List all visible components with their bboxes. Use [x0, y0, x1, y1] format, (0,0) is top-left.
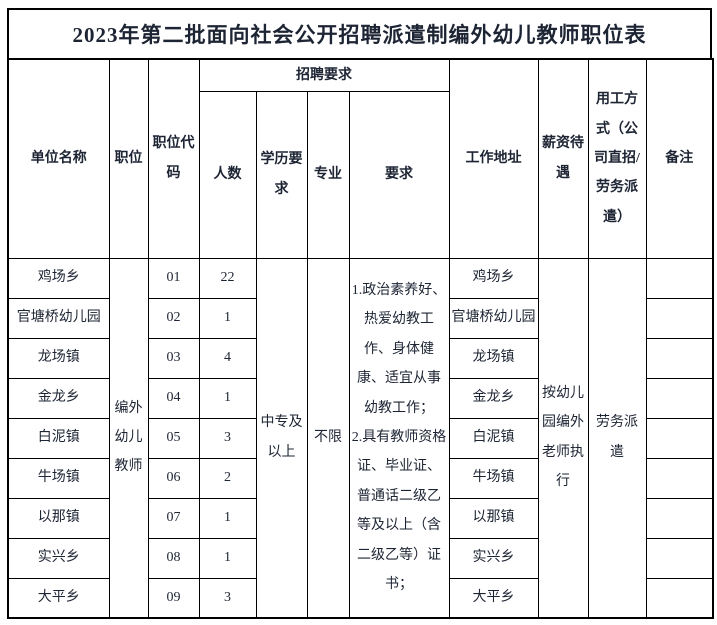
- cell-remark: [645, 257, 714, 299]
- cell-count: 22: [198, 257, 257, 299]
- cell-code: 07: [147, 497, 200, 539]
- cell-code: 05: [147, 417, 200, 459]
- position-table: 单位名称 职位 职位代码 招聘要求 工作地址 薪资待遇 用工方式（公司直招/劳务…: [7, 58, 714, 619]
- cell-unit: 大平乡: [7, 577, 110, 619]
- cell-employment-merged: 劳务派遣: [587, 257, 647, 619]
- table-row: 官塘桥幼儿园 02 1 官塘桥幼儿园: [7, 297, 714, 339]
- cell-remark: [645, 497, 714, 539]
- cell-address: 白泥镇: [448, 417, 539, 459]
- cell-count: 1: [198, 297, 257, 339]
- cell-unit: 以那镇: [7, 497, 110, 539]
- cell-count: 1: [198, 377, 257, 419]
- cell-address: 大平乡: [448, 577, 539, 619]
- cell-remark: [645, 377, 714, 419]
- cell-count: 3: [198, 417, 257, 459]
- cell-code: 01: [147, 257, 200, 299]
- header-row-sub: 人数 学历要求 专业 要求: [8, 90, 713, 259]
- cell-education-merged: 中专及以上: [255, 257, 308, 619]
- page-title: 2023年第二批面向社会公开招聘派遣制编外幼儿教师职位表: [7, 8, 712, 60]
- col-header-remark: 备注: [645, 58, 714, 259]
- col-header-position: 职位: [108, 58, 149, 259]
- cell-remark: [645, 577, 714, 619]
- table-row: 大平乡 09 3 大平乡: [7, 577, 714, 619]
- cell-address: 龙场镇: [448, 337, 539, 379]
- col-header-major: 专业: [306, 90, 350, 259]
- cell-code: 08: [147, 537, 200, 579]
- header-row-group: 单位名称 职位 职位代码 招聘要求 工作地址 薪资待遇 用工方式（公司直招/劳务…: [7, 58, 714, 259]
- cell-address: 牛场镇: [448, 457, 539, 499]
- requirement-item-2: 2.具有教师资格证、毕业证、普通话二级乙等及以上（含二级乙等）证书；: [351, 430, 447, 592]
- requirement-item-1: 1.政治素养好、热爱幼教工作、身体健康、适宜从事幼教工作；: [351, 283, 447, 416]
- cell-unit: 金龙乡: [7, 377, 110, 419]
- cell-unit: 鸡场乡: [7, 257, 110, 299]
- col-header-employment-type: 用工方式（公司直招/劳务派遣）: [587, 58, 647, 259]
- cell-address: 实兴乡: [448, 537, 539, 579]
- cell-unit: 牛场镇: [7, 457, 110, 499]
- cell-address: 鸡场乡: [448, 257, 539, 299]
- cell-address: 金龙乡: [448, 377, 539, 419]
- col-header-position-code: 职位代码: [147, 58, 200, 259]
- cell-code: 04: [147, 377, 200, 419]
- cell-count: 1: [198, 497, 257, 539]
- col-header-salary: 薪资待遇: [537, 58, 589, 259]
- cell-major-merged: 不限: [306, 257, 350, 619]
- col-header-work-address: 工作地址: [448, 58, 539, 259]
- cell-address: 以那镇: [448, 497, 539, 539]
- cell-address: 官塘桥幼儿园: [448, 297, 539, 339]
- col-header-education: 学历要求: [255, 90, 308, 259]
- cell-unit: 官塘桥幼儿园: [7, 297, 110, 339]
- col-header-recruit-requirements-group: 招聘要求: [198, 58, 450, 92]
- cell-code: 09: [147, 577, 200, 619]
- cell-code: 02: [147, 297, 200, 339]
- col-header-headcount: 人数: [198, 90, 257, 259]
- cell-count: 1: [198, 537, 257, 579]
- cell-count: 3: [198, 577, 257, 619]
- cell-count: 2: [198, 457, 257, 499]
- table-row: 实兴乡 08 1 实兴乡: [7, 537, 714, 579]
- cell-remark: [645, 417, 714, 459]
- table-row: 牛场镇 06 2 牛场镇: [7, 457, 714, 499]
- cell-unit: 实兴乡: [7, 537, 110, 579]
- cell-unit: 白泥镇: [7, 417, 110, 459]
- cell-remark: [645, 337, 714, 379]
- cell-code: 06: [147, 457, 200, 499]
- cell-requirement-merged: 1.政治素养好、热爱幼教工作、身体健康、适宜从事幼教工作； 2.具有教师资格证、…: [348, 257, 450, 619]
- table-row: 鸡场乡 编外幼儿教师 01 22 中专及以上 不限 1.政治素养好、热爱幼教工作…: [7, 257, 714, 619]
- col-header-requirement: 要求: [348, 90, 450, 259]
- col-header-unit-name: 单位名称: [7, 58, 110, 259]
- cell-remark: [645, 297, 714, 339]
- cell-count: 4: [198, 337, 257, 379]
- cell-unit: 龙场镇: [7, 337, 110, 379]
- cell-remark: [645, 537, 714, 579]
- cell-code: 03: [147, 337, 200, 379]
- cell-salary-merged: 按幼儿园编外老师执行: [537, 257, 589, 619]
- cell-position-merged: 编外幼儿教师: [108, 257, 149, 619]
- cell-remark: [645, 457, 714, 499]
